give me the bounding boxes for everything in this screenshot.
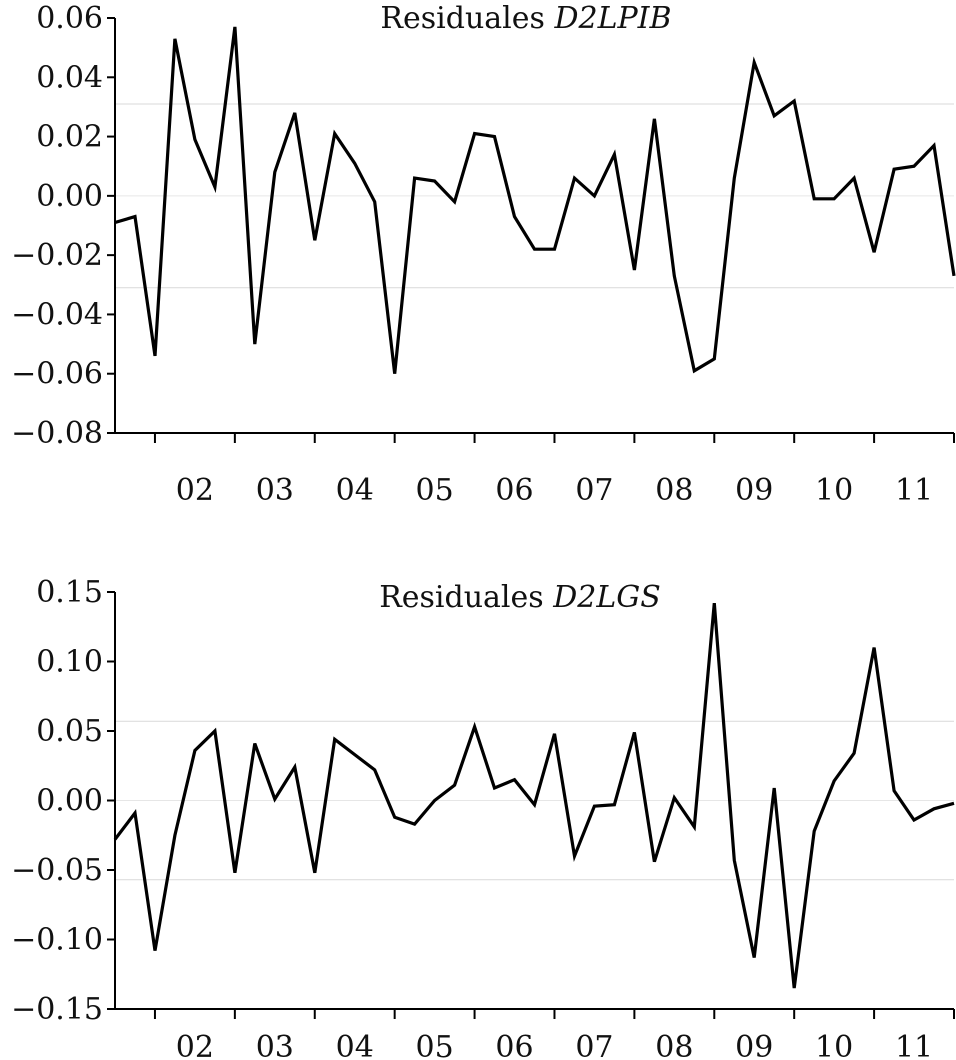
- x-tick-label: 03: [256, 1030, 294, 1060]
- y-tick-label: −0.05: [11, 853, 103, 888]
- chart-title-prefix: Residuales: [379, 580, 553, 615]
- x-tick-label: 09: [735, 473, 773, 508]
- y-tick-label: 0.00: [36, 784, 103, 819]
- x-tick-label: 05: [416, 1030, 454, 1060]
- y-tick-label: 0.06: [36, 1, 103, 36]
- x-tick-label: 10: [815, 473, 853, 508]
- x-tick-label: 06: [495, 1030, 533, 1060]
- x-tick-label: 11: [895, 1030, 933, 1060]
- chart-title-prefix: Residuales: [380, 1, 554, 36]
- y-tick-label: −0.04: [11, 297, 103, 332]
- y-tick-label: 0.05: [36, 714, 103, 749]
- x-tick-label: 08: [655, 473, 693, 508]
- chart-title: Residuales D2LPIB: [380, 1, 671, 36]
- residual-series-line: [114, 26, 956, 374]
- chart-title-variable: D2LPIB: [553, 1, 671, 36]
- chart-panel-gdp: 0.06 0.04 0.02 0.00 −0.02 −0.04 −0.06 −0.08 02 03…: [11, 1, 956, 508]
- chart-title-variable: D2LGS: [552, 580, 661, 615]
- x-tick-label: 04: [336, 473, 374, 508]
- y-tick-label: −0.15: [11, 992, 103, 1027]
- x-tick-label: 03: [256, 473, 294, 508]
- chart-panel-gs: 0.15 0.10 0.05 0.00 −0.05 −0.10 −0.15 02 03 04 05 0…: [11, 575, 955, 1060]
- chart-title: Residuales D2LGS: [379, 580, 661, 615]
- x-tick-label: 08: [655, 1030, 693, 1060]
- x-tick-label: 02: [176, 1030, 214, 1060]
- y-tick-label: −0.10: [11, 923, 103, 958]
- y-tick-label: 0.02: [36, 120, 103, 155]
- y-tick-label: 0.00: [36, 179, 103, 214]
- x-tick-label: 05: [416, 473, 454, 508]
- x-tick-label: 04: [336, 1030, 374, 1060]
- y-tick-label: 0.04: [36, 60, 103, 95]
- y-tick-label: −0.06: [11, 357, 103, 392]
- x-tick-label: 02: [176, 473, 214, 508]
- x-tick-label: 10: [815, 1030, 853, 1060]
- y-tick-label: −0.08: [11, 416, 103, 451]
- x-tick-label: 07: [575, 473, 613, 508]
- x-tick-label: 07: [575, 1030, 613, 1060]
- x-tick-label: 11: [895, 473, 933, 508]
- y-tick-label: 0.10: [36, 645, 103, 680]
- y-tick-label: 0.15: [36, 575, 103, 610]
- x-tick-label: 09: [735, 1030, 773, 1060]
- residual-series-line: [113, 602, 955, 989]
- y-tick-label: −0.02: [11, 238, 103, 273]
- x-tick-label: 06: [495, 473, 533, 508]
